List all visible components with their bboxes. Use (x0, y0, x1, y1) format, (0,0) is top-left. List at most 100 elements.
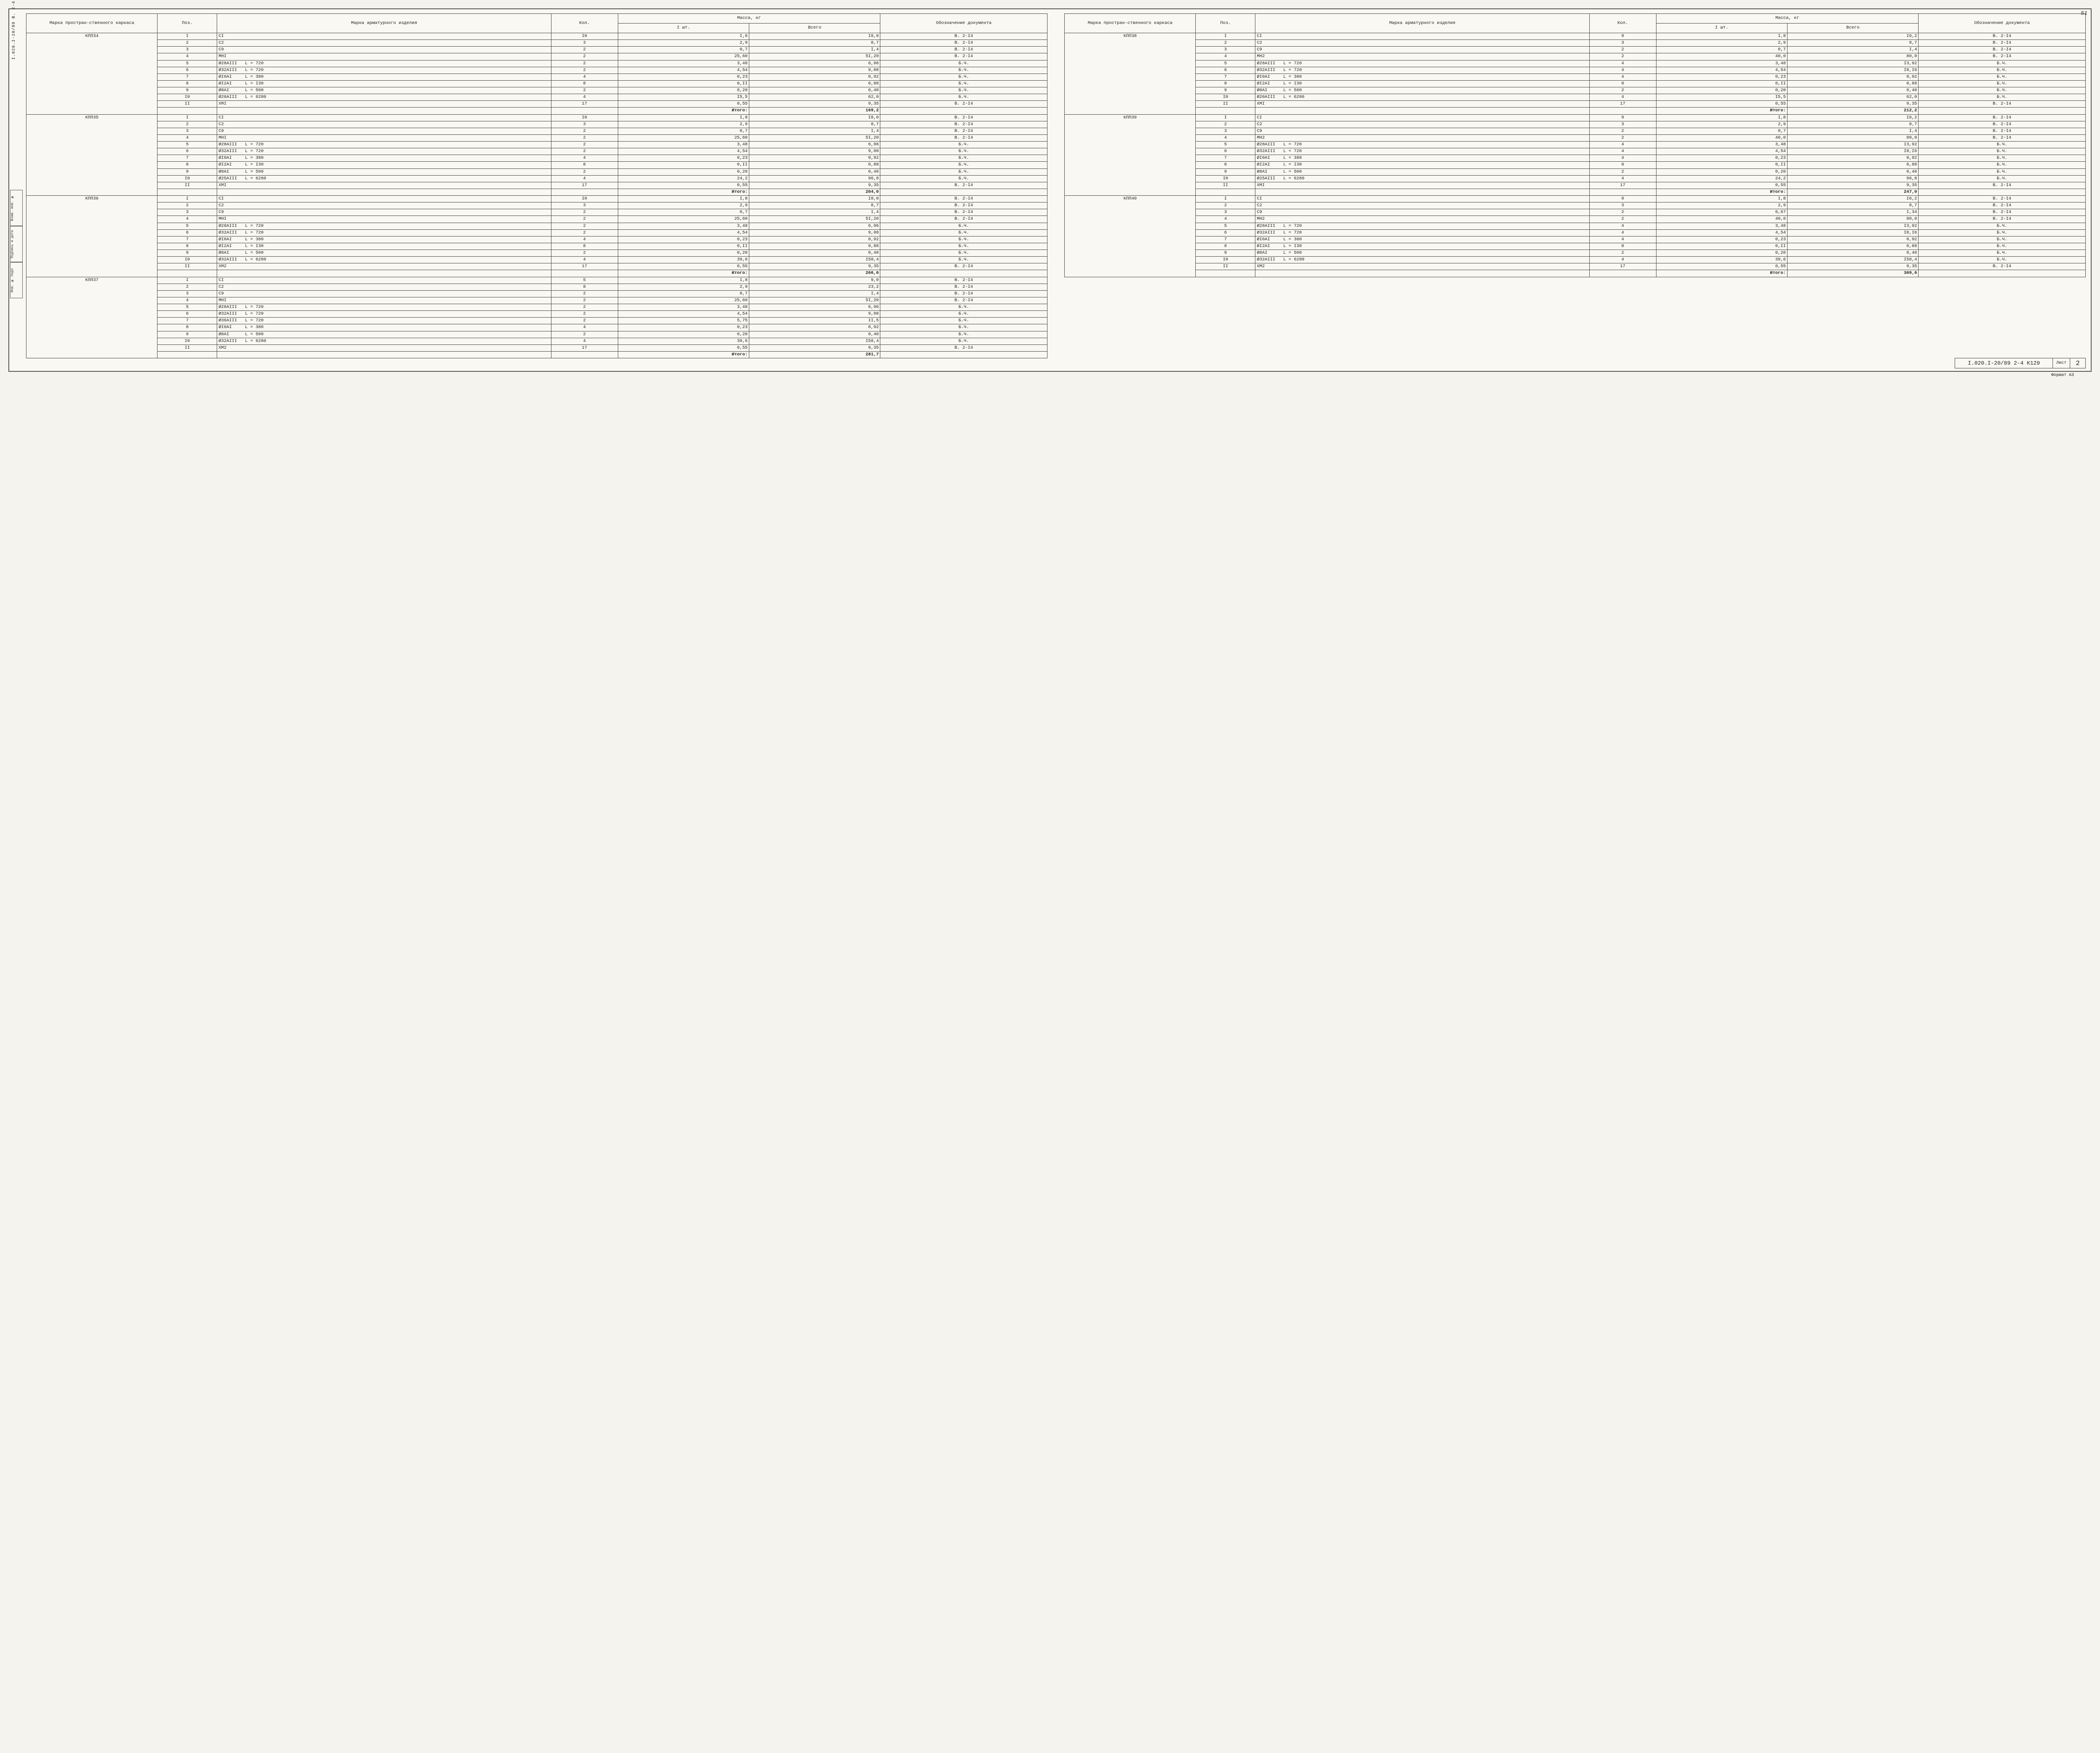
mass-total-cell: 96,8 (1787, 175, 1918, 182)
hdr-m2: Всего (1787, 24, 1918, 33)
pos-cell: 3 (1196, 209, 1255, 216)
doc-cell: Б.Ч. (880, 175, 1047, 182)
mass-unit-cell: 0,23 (618, 155, 749, 162)
doc-cell: Б.Ч. (1919, 243, 2086, 250)
mass-unit-cell: I,8 (618, 277, 749, 284)
marka-cell: Ø32АIII L = 720 (217, 148, 551, 155)
mass-total-cell: 0,88 (1787, 243, 1918, 250)
marka-cell: C9 (217, 128, 551, 134)
kol-cell: 4 (1589, 148, 1656, 155)
itogo-row: Итого:266,0 (26, 270, 1047, 277)
doc-cell: Б.Ч. (880, 87, 1047, 94)
doc-cell: Б.Ч. (1919, 142, 2086, 148)
itogo-value: 204,0 (749, 189, 880, 195)
marka-cell: Ø32АIII L = 6280 (217, 257, 551, 263)
kol-cell: 2 (1589, 134, 1656, 141)
itogo-row: Итого:309,0 (1065, 270, 2086, 277)
pos-cell: 7 (1196, 74, 1255, 80)
mass-total-cell: 0,40 (1787, 250, 1918, 257)
mass-total-cell: 0,88 (749, 80, 880, 87)
doc-cell: Б.Ч. (880, 324, 1047, 331)
itogo-value: 281,7 (749, 351, 880, 358)
mass-unit-cell: 4,54 (618, 311, 749, 318)
mass-total-cell: 8,7 (749, 121, 880, 128)
mass-total-cell: 62,0 (749, 94, 880, 101)
table-row: 3C920,67I,34В. 2-I4 (1065, 209, 2086, 216)
kol-cell: 3 (1589, 121, 1656, 128)
mass-unit-cell: 0,20 (1656, 250, 1787, 257)
pos-cell: I (1196, 33, 1255, 40)
doc-cell: В. 2-I4 (1919, 263, 2086, 270)
doc-cell: В. 2-I4 (880, 101, 1047, 108)
table-row: IIХМ2170,559,35В. 2-I4 (1065, 263, 2086, 270)
kol-cell: 2 (551, 53, 618, 60)
mass-total-cell: I,34 (1787, 209, 1918, 216)
doc-cell: В. 2-I4 (1919, 216, 2086, 223)
doc-cell: В. 2-I4 (880, 297, 1047, 304)
mass-unit-cell: 0,23 (618, 236, 749, 243)
marka-cell: Ø36АIII L = 720 (217, 318, 551, 324)
hdr-massa: Масса, кг (1656, 14, 1919, 24)
itogo-label: Итого: (1656, 189, 1787, 195)
table-row: 7ØI0AI L = 38040,230,92Б.Ч. (26, 236, 1047, 243)
spec-table: Марка простран-ственного каркасаПоз.Марк… (1064, 13, 2086, 277)
mass-unit-cell: 4,54 (1656, 148, 1787, 155)
table-row: 2C232,98,7В. 2-I4 (1065, 202, 2086, 209)
doc-cell: Б.Ч. (1919, 80, 2086, 87)
marka-cell: Ø28АIII L = 720 (1255, 223, 1589, 229)
pos-cell: 3 (158, 209, 217, 216)
kol-cell: 17 (551, 344, 618, 351)
table-row: I0Ø32АIII L = 6280439,6I58,4Б.Ч. (26, 338, 1047, 344)
kol-cell: 4 (1589, 60, 1656, 67)
kol-cell: 8 (551, 284, 618, 290)
mass-unit-cell: I5,5 (618, 94, 749, 101)
mass-total-cell: I8,0 (749, 114, 880, 121)
pos-cell: 7 (158, 236, 217, 243)
pos-cell: 8 (1196, 80, 1255, 87)
itogo-row: Итого:212,2 (1065, 108, 2086, 114)
marka-cell: CI (1255, 33, 1589, 40)
mass-unit-cell: 4,54 (618, 229, 749, 236)
kol-cell: 3 (551, 40, 618, 47)
marka-cell: Ø32АIII L = 720 (217, 229, 551, 236)
pos-cell: 2 (1196, 40, 1255, 47)
marka-cell: CI (1255, 196, 1589, 202)
mass-unit-cell: 4,54 (1656, 229, 1787, 236)
doc-cell: Б.Ч. (880, 60, 1047, 67)
mass-unit-cell: I5,5 (1656, 94, 1787, 101)
kol-cell: 8 (551, 162, 618, 168)
mass-total-cell: 0,40 (749, 331, 880, 338)
pos-cell: II (158, 263, 217, 270)
kol-cell: 17 (1589, 182, 1656, 189)
table-row: IIХМ2170,559,35В. 2-I4 (26, 263, 1047, 270)
mass-unit-cell: 0,20 (1656, 168, 1787, 175)
table-row: 6Ø32АIII L = 72044,54I8,I6Б.Ч. (1065, 148, 2086, 155)
left-column: Марка простран-ственного каркасаПоз.Марк… (26, 13, 1047, 358)
table-row: 7ØI0AI L = 38040,230,92Б.Ч. (1065, 74, 2086, 80)
kol-cell: 2 (551, 168, 618, 175)
table-row: 2C232,98,7В. 2-I4 (1065, 121, 2086, 128)
marka-cell: ХМI (217, 101, 551, 108)
mass-total-cell: 6,96 (749, 304, 880, 311)
marka-cell: Ø25АIII L = 6280 (1255, 175, 1589, 182)
pos-cell: 5 (1196, 223, 1255, 229)
pos-cell: 9 (158, 87, 217, 94)
table-row: 9Ø8AI L = 50020,200,40Б.Ч. (26, 250, 1047, 257)
mass-total-cell: I,4 (749, 290, 880, 297)
pos-cell: II (1196, 263, 1255, 270)
kol-cell: 17 (551, 263, 618, 270)
mass-total-cell: I3,92 (1787, 60, 1918, 67)
title-block: I.020.I-20/89 2-4 К129 Лист 2 (1955, 358, 2086, 368)
pos-cell: 7 (158, 155, 217, 162)
table-row: I0Ø20АIII L = 62804I5,562,0Б.Ч. (1065, 94, 2086, 101)
mass-total-cell: 96,8 (749, 175, 880, 182)
itogo-value: 247,0 (1787, 189, 1918, 195)
hdr-doc: Обозначение документа (880, 14, 1047, 33)
mass-unit-cell: 0,55 (1656, 101, 1787, 108)
marka-cell: Ø28АIII L = 720 (217, 142, 551, 148)
marka-cell: C9 (1255, 47, 1589, 53)
mass-total-cell: I8,0 (749, 196, 880, 202)
mass-unit-cell: 40,0 (1656, 134, 1787, 141)
marka-cell: МНI (217, 216, 551, 223)
kol-cell: 4 (1589, 94, 1656, 101)
